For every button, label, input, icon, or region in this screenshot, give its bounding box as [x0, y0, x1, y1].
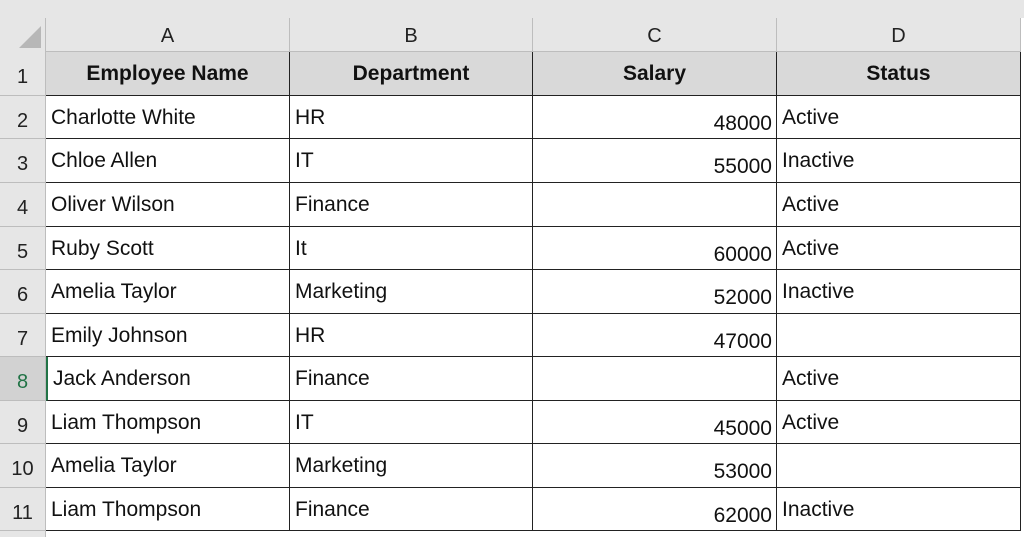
cell-A9[interactable]: Liam Thompson — [46, 401, 290, 444]
cell-B7[interactable]: HR — [290, 314, 533, 357]
header-cell-B[interactable]: Department — [290, 52, 533, 96]
select-all-button[interactable] — [0, 18, 46, 53]
toolbar-strip — [0, 0, 1024, 18]
cell-C9[interactable]: 45000 — [533, 401, 777, 444]
cell-D2[interactable]: Active — [777, 96, 1021, 139]
cell-D5[interactable]: Active — [777, 227, 1021, 270]
row-header-4[interactable]: 4 — [0, 183, 46, 227]
header-cell-A[interactable]: Employee Name — [46, 52, 290, 96]
row-header-2[interactable]: 2 — [0, 96, 46, 139]
row-header-6[interactable]: 6 — [0, 270, 46, 314]
cell-A4[interactable]: Oliver Wilson — [46, 183, 290, 227]
cell-D9[interactable]: Active — [777, 401, 1021, 444]
cell-A8[interactable]: Jack Anderson — [46, 357, 290, 401]
cell-B10[interactable]: Marketing — [290, 444, 533, 488]
cell-C2[interactable]: 48000 — [533, 96, 777, 139]
cell-C8[interactable] — [533, 357, 777, 401]
row-header-11[interactable]: 11 — [0, 488, 46, 531]
column-header-C[interactable]: C — [533, 18, 777, 52]
cell-A2[interactable]: Charlotte White — [46, 96, 290, 139]
cell-D4[interactable]: Active — [777, 183, 1021, 227]
row-header-7[interactable]: 7 — [0, 314, 46, 357]
cell-D10[interactable] — [777, 444, 1021, 488]
row-header-10[interactable]: 10 — [0, 444, 46, 488]
cell-B9[interactable]: IT — [290, 401, 533, 444]
cell-A5[interactable]: Ruby Scott — [46, 227, 290, 270]
column-header-D[interactable]: D — [777, 18, 1021, 52]
row-header-9[interactable]: 9 — [0, 401, 46, 444]
cell-B5[interactable]: It — [290, 227, 533, 270]
row-header-3[interactable]: 3 — [0, 139, 46, 183]
cell-B6[interactable]: Marketing — [290, 270, 533, 314]
cell-C5[interactable]: 60000 — [533, 227, 777, 270]
cell-A7[interactable]: Emily Johnson — [46, 314, 290, 357]
cell-D3[interactable]: Inactive — [777, 139, 1021, 183]
cell-D11[interactable]: Inactive — [777, 488, 1021, 531]
row-header-8[interactable]: 8 — [0, 357, 46, 401]
cell-A10[interactable]: Amelia Taylor — [46, 444, 290, 488]
cell-B2[interactable]: HR — [290, 96, 533, 139]
cell-C6[interactable]: 52000 — [533, 270, 777, 314]
cell-C11[interactable]: 62000 — [533, 488, 777, 531]
cell-C7[interactable]: 47000 — [533, 314, 777, 357]
row-header-12[interactable] — [0, 531, 46, 537]
row-header-1[interactable]: 1 — [0, 52, 46, 96]
cell-D8[interactable]: Active — [777, 357, 1021, 401]
header-cell-C[interactable]: Salary — [533, 52, 777, 96]
cell-A6[interactable]: Amelia Taylor — [46, 270, 290, 314]
column-header-B[interactable]: B — [290, 18, 533, 52]
column-header-A[interactable]: A — [46, 18, 290, 52]
cell-B4[interactable]: Finance — [290, 183, 533, 227]
cell-D7[interactable] — [777, 314, 1021, 357]
cell-B8[interactable]: Finance — [290, 357, 533, 401]
cell-C4[interactable] — [533, 183, 777, 227]
cell-D6[interactable]: Inactive — [777, 270, 1021, 314]
cell-A11[interactable]: Liam Thompson — [46, 488, 290, 531]
cell-B3[interactable]: IT — [290, 139, 533, 183]
cell-A3[interactable]: Chloe Allen — [46, 139, 290, 183]
cell-C10[interactable]: 53000 — [533, 444, 777, 488]
cell-B11[interactable]: Finance — [290, 488, 533, 531]
row-header-5[interactable]: 5 — [0, 227, 46, 270]
header-cell-D[interactable]: Status — [777, 52, 1021, 96]
cell-C3[interactable]: 55000 — [533, 139, 777, 183]
